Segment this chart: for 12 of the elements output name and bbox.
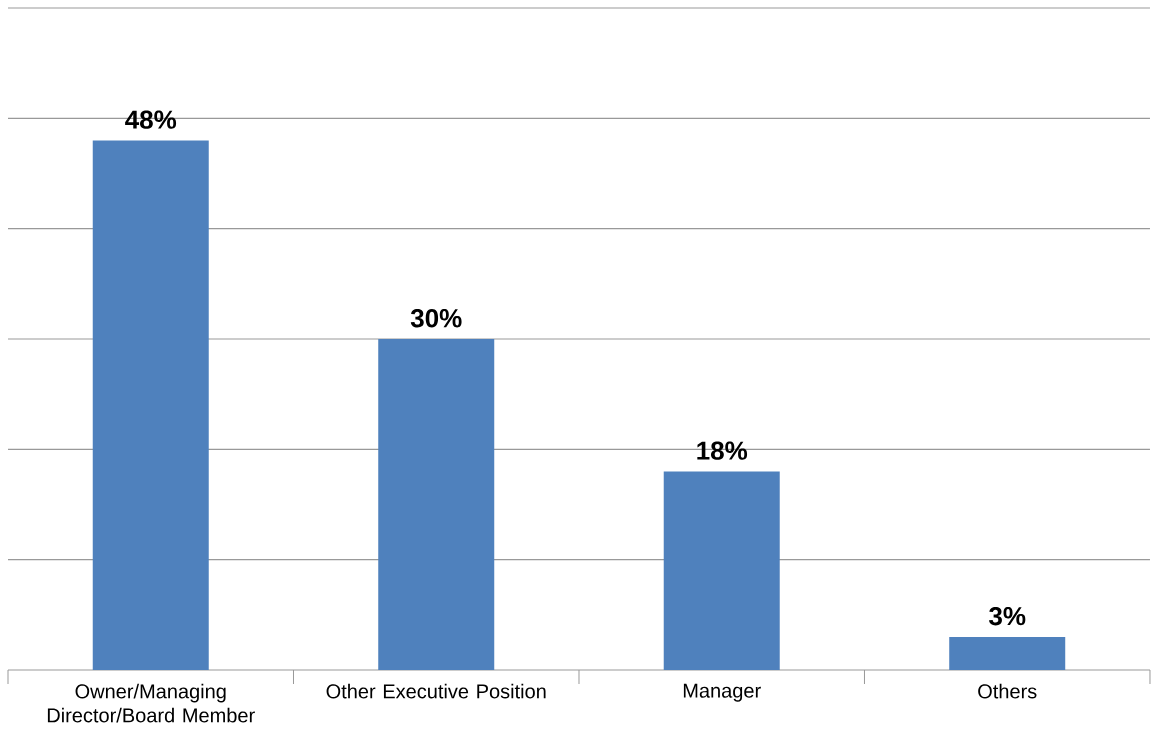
x-tick-label: Owner/Managing Director/Board Member xyxy=(47,683,255,723)
data-label: 48% xyxy=(125,110,177,129)
bar xyxy=(949,636,1066,670)
x-tick-label: Other Executive Position xyxy=(326,683,546,699)
x-tick-label: Manager xyxy=(683,683,761,702)
bar xyxy=(663,471,780,670)
bar xyxy=(378,339,495,670)
data-label: 3% xyxy=(989,606,1026,626)
data-label: 18% xyxy=(697,441,748,460)
bar xyxy=(92,140,209,670)
x-tick-label: Others xyxy=(978,683,1037,699)
data-label: 30% xyxy=(410,309,462,328)
